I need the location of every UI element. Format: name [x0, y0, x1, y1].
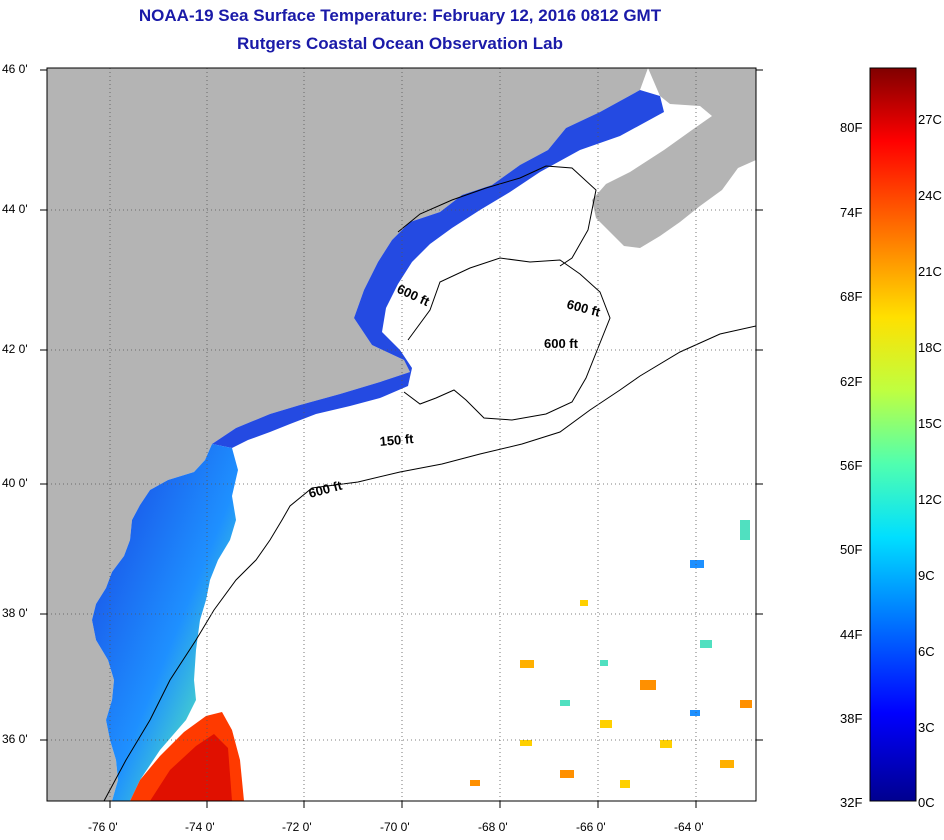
map-title: NOAA-19 Sea Surface Temperature: Februar…	[138, 6, 662, 25]
lat-tick-38: 38 0'	[2, 606, 28, 620]
lon-tick-66: -66 0'	[576, 820, 606, 834]
lat-tick-44: 44 0'	[2, 202, 28, 216]
colorbar-label-24c: 24C	[918, 188, 942, 203]
colorbar-label-68f: 68F	[840, 289, 863, 304]
nova-scotia-land	[592, 68, 756, 248]
colorbar-label-6c: 6C	[918, 644, 935, 659]
colorbar-label-3c: 3C	[918, 720, 935, 735]
colorbar-label-44f: 44F	[840, 627, 863, 642]
colorbar-label-21c: 21C	[918, 264, 942, 279]
colorbar-label-15c: 15C	[918, 416, 942, 431]
colorbar-label-38f: 38F	[840, 711, 863, 726]
cold-coastal-water	[212, 90, 664, 448]
contour-label-150ft: 150 ft	[379, 431, 415, 449]
colorbar-label-32f: 32F	[840, 795, 863, 810]
mainland-land	[47, 68, 648, 801]
colorbar-label-27c: 27C	[918, 112, 942, 127]
lon-tick-64: -64 0'	[674, 820, 704, 834]
colorbar-label-80f: 80F	[840, 120, 863, 135]
gulf-stream-core	[150, 734, 232, 801]
shelf-warm-water	[92, 444, 238, 801]
lat-tick-40: 40 0'	[2, 476, 28, 490]
lon-tick-72: -72 0'	[282, 820, 312, 834]
colorbar-label-62f: 62F	[840, 374, 863, 389]
colorbar-label-12c: 12C	[918, 492, 942, 507]
lat-tick-42: 42 0'	[2, 342, 28, 356]
colorbar-label-56f: 56F	[840, 458, 863, 473]
lat-tick-36: 36 0'	[2, 732, 28, 746]
lon-tick-76: -76 0'	[88, 820, 118, 834]
colorbar	[869, 67, 917, 802]
colorbar-label-50f: 50F	[840, 542, 863, 557]
offshore-patches	[470, 520, 752, 788]
colorbar-label-9c: 9C	[918, 568, 935, 583]
contour-label-600ft-georges: 600 ft	[544, 336, 579, 351]
lat-tick-46: 46 0'	[2, 62, 28, 76]
contour-600ft	[103, 325, 756, 801]
axis-ticks	[40, 69, 763, 808]
colorbar-label-18c: 18C	[918, 340, 942, 355]
lon-tick-68: -68 0'	[478, 820, 508, 834]
lon-tick-74: -74 0'	[185, 820, 215, 834]
map-subtitle: Rutgers Coastal Ocean Observation Lab	[237, 34, 563, 53]
colorbar-label-0c: 0C	[918, 795, 935, 810]
contour-600ft-gulf	[397, 165, 597, 267]
colorbar-label-74f: 74F	[840, 205, 863, 220]
lon-tick-70: -70 0'	[380, 820, 410, 834]
